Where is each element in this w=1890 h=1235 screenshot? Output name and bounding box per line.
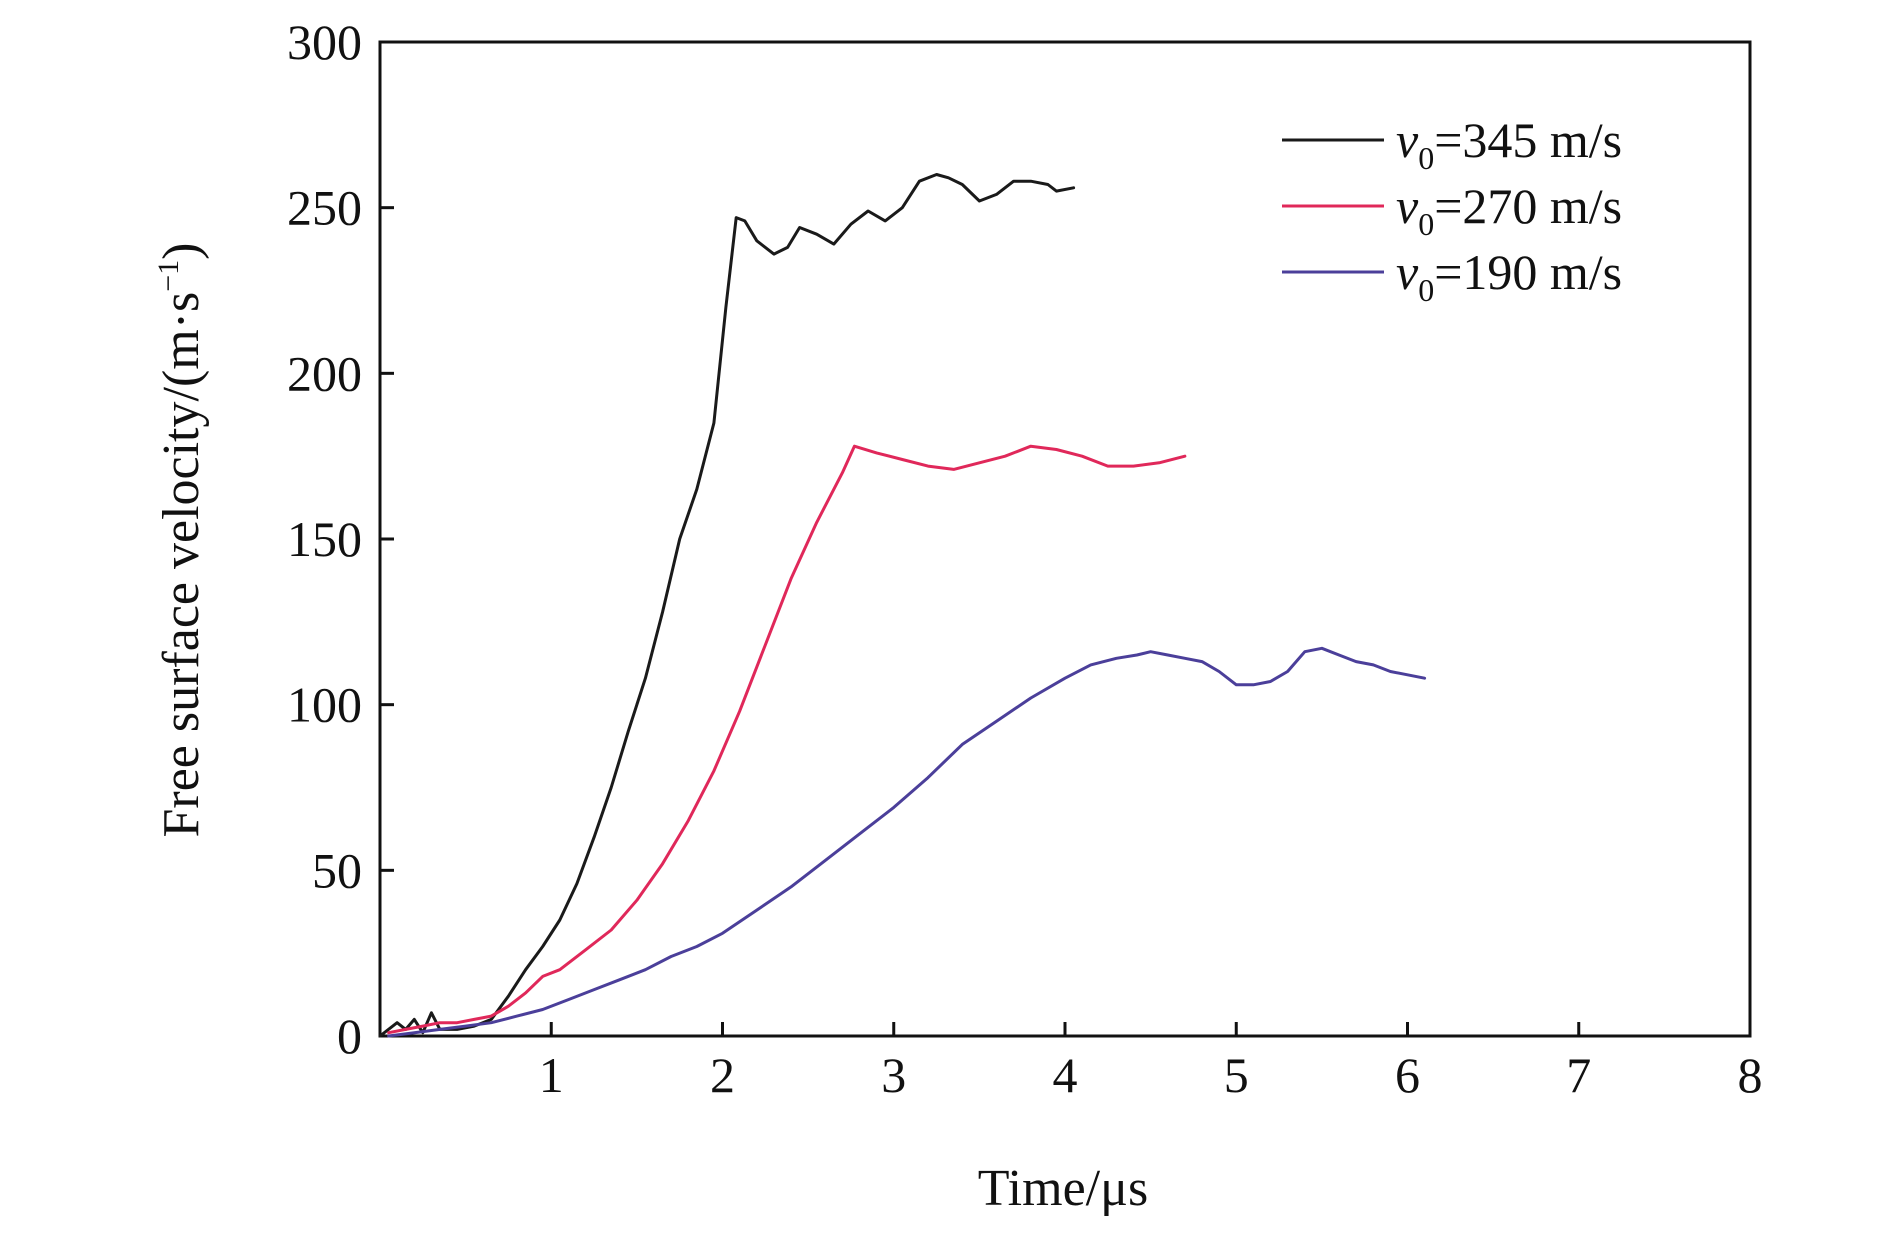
series-line-1 [378,173,1076,1038]
y-tick-label: 200 [287,345,362,401]
y-axis: 0 50 100 150 200 250 300 [287,14,394,1064]
y-axis-label-exponent: −1 [152,260,185,292]
legend-item-2: v0=270 m/s [1282,178,1622,242]
legend-item-1: v0=345 m/s [1282,112,1622,176]
y-tick-label: 100 [287,677,362,733]
x-tick-label: 4 [1053,1047,1078,1103]
x-tick-label: 5 [1224,1047,1249,1103]
x-tick-label: 8 [1738,1047,1763,1103]
y-tick-label: 50 [312,842,362,898]
x-tick-label: 3 [881,1047,906,1103]
legend-item-3: v0=190 m/s [1282,244,1622,308]
series-line-3 [387,646,1427,1038]
x-axis: 1 2 3 4 5 6 7 8 [378,1022,1763,1103]
legend-label: v0=270 m/s [1396,178,1622,242]
x-tick-label: 7 [1566,1047,1591,1103]
legend-label: v0=345 m/s [1396,112,1622,176]
y-tick-label: 150 [287,511,362,567]
y-axis-label-close: ) [153,242,210,259]
x-axis-label: Time/μs [978,1160,1148,1217]
legend-label: v0=190 m/s [1396,244,1622,308]
x-tick-label: 6 [1395,1047,1420,1103]
x-tick-label: 2 [710,1047,735,1103]
x-tick-label: 1 [539,1047,564,1103]
y-tick-label: 0 [337,1008,362,1064]
legend: v0=345 m/sv0=270 m/sv0=190 m/s [1282,112,1622,308]
series-line-2 [387,444,1187,1035]
y-axis-label-main: Free surface velocity/(m·s [153,292,210,838]
y-tick-label: 250 [287,180,362,236]
y-tick-label: 300 [287,14,362,70]
y-axis-label: Free surface velocity/(m·s−1) [152,242,210,837]
series-layer [378,173,1427,1038]
